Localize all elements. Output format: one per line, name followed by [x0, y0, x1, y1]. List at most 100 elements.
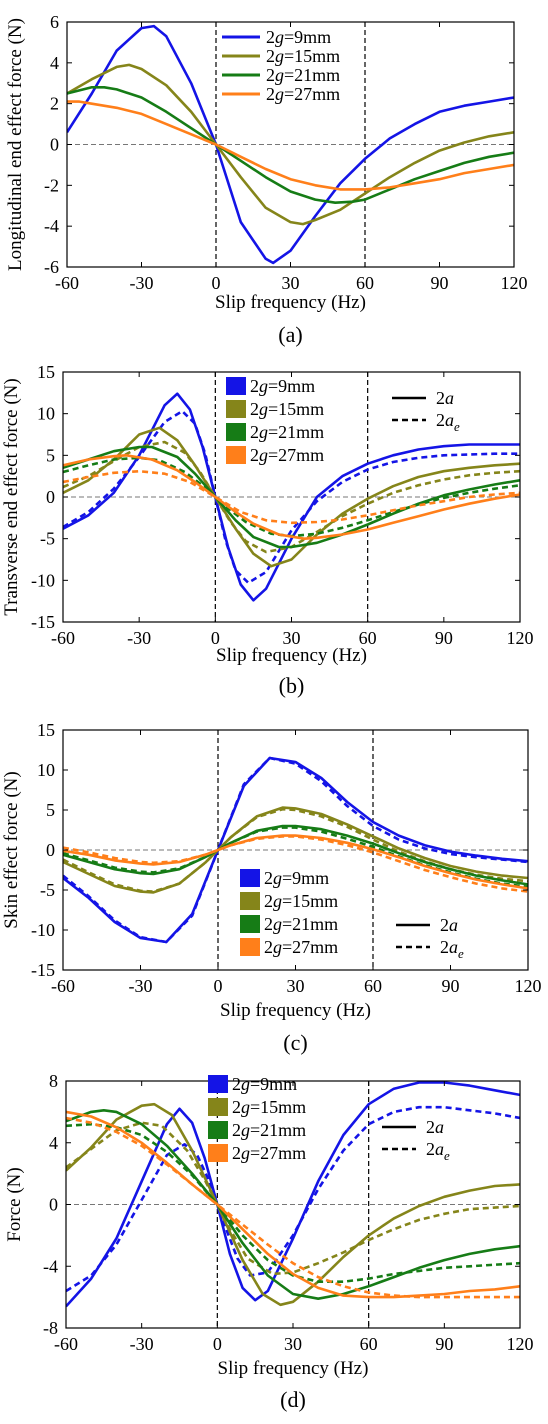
legend-label-21mm: 2g=21mm [232, 1120, 306, 1140]
x-tick-label: 0 [212, 273, 221, 293]
legend-label-15mm: 2g=15mm [264, 891, 338, 911]
legend-swatch-15mm [240, 892, 260, 910]
x-axis-label: Slip frequency (Hz) [218, 1358, 369, 1379]
y-tick-label: 4 [50, 53, 59, 73]
legend-label-27mm: 2g=27mm [250, 445, 324, 465]
y-tick-label: -15 [31, 612, 55, 632]
legend-label-27mm: 2g=27mm [232, 1143, 306, 1163]
legend-swatch-9mm [240, 869, 260, 887]
y-axis-label: Transverse end effect force (N) [1, 378, 22, 615]
series-line-21mm-dashed [66, 1122, 520, 1283]
y-tick-label: 10 [37, 760, 55, 780]
y-tick-label: 5 [46, 445, 55, 465]
x-tick-label: -60 [51, 976, 75, 996]
legend-style-dashed-label: 2ae [426, 1139, 450, 1163]
series-line-15mm-dashed [66, 1121, 520, 1276]
legend-swatch-21mm [240, 915, 260, 933]
y-tick-label: -10 [31, 570, 55, 590]
x-tick-label: 120 [507, 1334, 534, 1354]
y-tick-label: 0 [50, 135, 59, 155]
x-tick-label: -30 [130, 273, 154, 293]
legend-swatch-27mm [240, 938, 260, 956]
series-line-21mm-solid [63, 445, 520, 549]
x-tick-label: -60 [54, 1334, 78, 1354]
y-axis-label: Force (N) [4, 1167, 25, 1241]
series-line-15mm-solid [63, 806, 528, 894]
series-line-9mm-solid [63, 392, 520, 602]
y-tick-label: 10 [37, 404, 55, 424]
x-tick-label: -30 [129, 976, 153, 996]
legend-label-9mm: 2g=9mm [232, 1074, 297, 1094]
y-tick-label: -15 [31, 960, 55, 980]
legend-swatch-15mm [208, 1098, 228, 1116]
series-line-21mm-solid [63, 824, 528, 886]
x-tick-label: 30 [282, 273, 300, 293]
y-tick-label: 4 [49, 1133, 58, 1153]
series-line-27mm-solid [67, 100, 514, 191]
x-tick-label: -30 [130, 1334, 154, 1354]
legend-label-15mm: 2g=15mm [266, 46, 340, 66]
series-line-15mm-solid [66, 1102, 520, 1307]
legend-swatch-27mm [208, 1144, 228, 1162]
x-tick-label: 60 [359, 628, 377, 648]
y-tick-label: 5 [46, 800, 55, 820]
series-line-9mm-dashed [63, 409, 520, 585]
series-line-27mm-solid [63, 454, 520, 540]
x-tick-label: 120 [515, 976, 542, 996]
y-tick-label: -8 [43, 1318, 58, 1338]
legend-label-27mm: 2g=27mm [264, 937, 338, 957]
y-tick-label: 0 [49, 1195, 58, 1215]
series-line-15mm-solid [67, 63, 514, 226]
x-tick-label: -60 [51, 628, 75, 648]
x-tick-label: 90 [435, 1334, 453, 1354]
panel-caption: (d) [280, 1387, 306, 1412]
x-tick-label: 90 [431, 273, 449, 293]
chart-panel-d: -60 -30 0 30 60 90 120 -8 -4 0 4 8 Slip frequency (H… [4, 1071, 534, 1412]
legend-swatch-9mm [208, 1075, 228, 1093]
y-tick-label: -4 [43, 1256, 58, 1276]
legend-label-21mm: 2g=21mm [266, 65, 340, 85]
x-tick-label: 30 [284, 1334, 302, 1354]
series-group [67, 24, 514, 265]
series-line-9mm-dashed [66, 1105, 520, 1293]
y-tick-label: -2 [44, 175, 59, 195]
panel-caption: (a) [278, 322, 302, 347]
series-line-27mm-dashed [63, 835, 528, 893]
series-line-15mm-dashed [63, 440, 520, 554]
series-line-27mm-solid [66, 1110, 520, 1299]
series-group [66, 1081, 520, 1308]
legend-label-21mm: 2g=21mm [250, 422, 324, 442]
series-line-27mm-dashed [63, 469, 520, 525]
x-tick-label: 0 [211, 628, 220, 648]
y-tick-label: 2 [50, 94, 59, 114]
y-tick-label: -5 [40, 880, 55, 900]
series-line-27mm-dashed [66, 1116, 520, 1299]
x-tick-label: -30 [127, 628, 151, 648]
legend-style-solid-label: 2a [426, 1117, 444, 1137]
y-axis-label: Longitudinal end effect force (N) [5, 18, 26, 271]
panel-caption: (b) [279, 673, 305, 698]
chart-panel-c: -60 -30 0 30 60 90 120 -15 -10 -5 0 5 10 15 Slip frequ… [1, 720, 542, 1055]
x-tick-label: 90 [435, 628, 453, 648]
series-group [63, 756, 528, 944]
legend-style-dashed-label: 2ae [440, 937, 464, 961]
series-line-9mm-solid [67, 24, 514, 265]
x-tick-label: 30 [287, 976, 305, 996]
chart-panel-b: -60 -30 0 30 60 90 120 -15 -10 -5 0 5 10 15 Slip frequ… [1, 362, 534, 698]
x-axis-label: Slip frequency (Hz) [220, 1000, 371, 1021]
y-tick-label: -5 [40, 529, 55, 549]
y-tick-label: 8 [49, 1071, 58, 1091]
panel-caption: (c) [283, 1030, 307, 1055]
x-tick-label: 0 [213, 1334, 222, 1354]
legend-swatch-15mm [226, 400, 246, 418]
legend-swatch-21mm [208, 1121, 228, 1139]
series-line-9mm-solid [63, 756, 528, 944]
legend-style-solid-label: 2a [440, 915, 458, 935]
legend-label-15mm: 2g=15mm [250, 399, 324, 419]
y-tick-label: 0 [46, 840, 55, 860]
x-tick-label: 60 [360, 1334, 378, 1354]
legend-label-21mm: 2g=21mm [264, 914, 338, 934]
series-line-21mm-dashed [63, 826, 528, 889]
